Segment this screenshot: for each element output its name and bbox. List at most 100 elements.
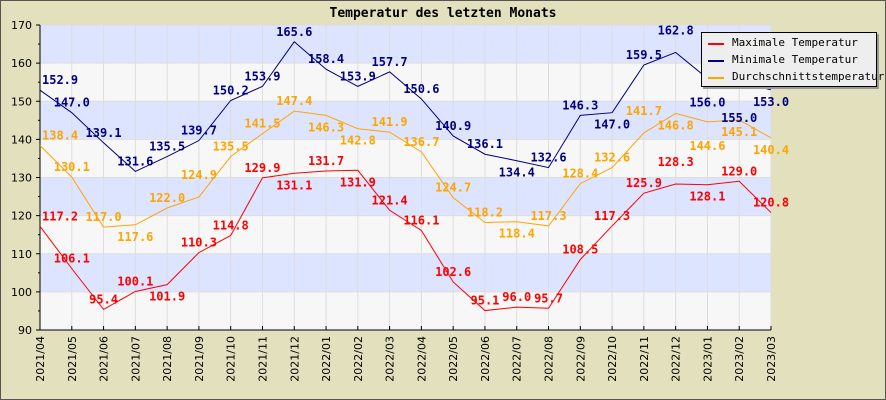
data-label: 129.9 [244,161,280,175]
chart-title: Temperatur des letzten Monats [329,6,557,21]
data-label: 131.9 [340,175,376,189]
data-label: 147.0 [54,96,90,110]
data-label: 122.0 [149,191,185,205]
data-label: 117.3 [594,209,630,223]
legend-swatch [708,43,724,45]
x-tick-label: 2022/02 [352,336,365,382]
data-label: 128.1 [689,190,725,204]
data-label: 121.4 [372,193,408,207]
data-label: 140.4 [753,143,789,157]
y-tick-label: 140 [11,133,32,146]
x-tick-label: 2022/03 [384,336,397,382]
grid-band [40,139,771,178]
data-label: 124.9 [181,168,217,182]
data-label: 145.1 [721,125,757,139]
data-label: 131.1 [276,178,312,192]
data-label: 132.6 [594,151,630,165]
data-label: 135.5 [213,140,249,154]
x-tick-label: 2021/10 [225,336,238,382]
legend-label: Durchschnittstemperatur [732,70,885,83]
grid-band [40,215,771,254]
data-label: 152.9 [42,73,78,87]
data-label: 129.0 [721,164,757,178]
data-label: 139.1 [86,126,122,140]
x-tick-label: 2022/04 [415,336,428,382]
y-tick-label: 90 [18,324,32,337]
data-label: 136.7 [403,135,439,149]
series-line-0 [39,169,772,312]
x-tick-label: 2022/09 [574,336,587,382]
legend-label: Minimale Temperatur [732,53,858,66]
data-label: 139.7 [181,124,217,138]
data-label: 135.5 [149,140,185,154]
data-label: 136.1 [467,137,503,151]
data-label: 128.4 [562,167,598,181]
data-label: 132.6 [530,151,566,165]
data-label: 157.7 [372,55,408,69]
data-label: 101.9 [149,290,185,304]
x-tick-label: 2021/09 [193,336,206,382]
data-label: 141.9 [372,115,408,129]
data-label: 130.1 [54,160,90,174]
x-tick-label: 2023/03 [765,336,778,382]
data-label: 118.4 [499,227,535,241]
x-tick-label: 2021/04 [34,336,47,382]
data-label: 147.0 [594,118,630,132]
data-label: 155.0 [721,111,757,125]
y-tick-label: 150 [11,95,32,108]
data-label: 117.2 [42,209,78,223]
x-tick-label: 2022/10 [606,336,619,382]
y-tick-label: 130 [11,172,32,185]
x-tick-label: 2022/05 [447,336,460,382]
data-label: 117.6 [117,230,153,244]
data-label: 142.8 [340,134,376,148]
data-label: 114.8 [213,218,249,232]
data-label: 131.7 [308,154,344,168]
series-line-2 [39,110,772,228]
data-label: 153.9 [244,69,280,83]
data-label: 147.4 [276,94,312,108]
legend: Maximale Temperatur Minimale Temperatur Du… [701,32,884,87]
y-tick-label: 160 [11,57,32,70]
grid-band [40,63,771,102]
x-tick-label: 2021/06 [98,336,111,382]
x-tick-label: 2022/01 [320,336,333,382]
x-tick-label: 2022/11 [638,336,651,382]
data-label: 150.6 [403,82,439,96]
data-label: 153.9 [340,69,376,83]
data-label: 141.7 [626,104,662,118]
data-label: 140.9 [435,119,471,133]
data-label: 108.5 [562,242,598,256]
x-tick-label: 2022/06 [479,336,492,382]
x-tick-label: 2023/02 [733,336,746,382]
y-tick-label: 100 [11,286,32,299]
data-label: 118.2 [467,205,503,219]
x-tick-label: 2021/08 [161,336,174,382]
legend-swatch [708,77,724,79]
data-label: 124.7 [435,181,471,195]
data-label: 144.6 [689,139,725,153]
x-tick-label: 2022/08 [543,336,556,382]
data-label: 165.6 [276,25,312,39]
data-label: 146.3 [308,120,344,134]
data-label: 120.8 [753,196,789,210]
x-tick-label: 2021/12 [288,336,301,382]
data-label: 159.5 [626,48,662,62]
data-label: 153.0 [753,95,789,109]
data-label: 134.4 [499,166,535,180]
x-tick-label: 2021/11 [256,336,269,382]
grid-band [40,291,771,330]
data-label: 110.3 [181,236,217,250]
grid-band [40,25,771,64]
y-tick-label: 110 [11,248,32,261]
series-line-1 [39,41,772,172]
legend-swatch [708,60,724,62]
data-label: 146.8 [658,118,694,132]
data-label: 100.1 [117,274,153,288]
x-tick-label: 2022/12 [670,336,683,382]
legend-label: Maximale Temperatur [732,36,858,49]
data-label: 95.4 [89,292,118,306]
x-tick-label: 2022/07 [511,336,524,382]
grid-band [40,101,771,140]
